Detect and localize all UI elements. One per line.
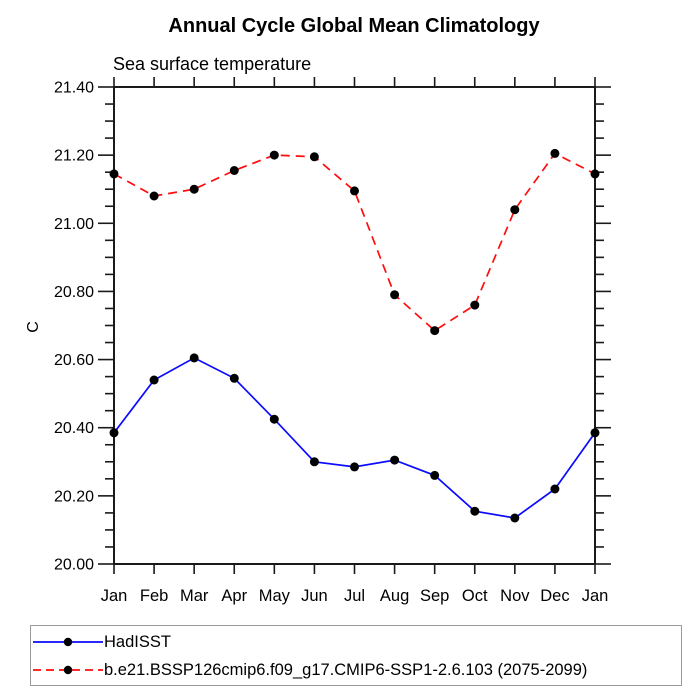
- data-point-marker: [109, 169, 119, 179]
- x-axis-ticks: Jan Feb Mar Apr May Jun Jul Aug Sep Oct Nov Dec Jan: [101, 77, 609, 605]
- legend-marker-dot: [63, 665, 73, 675]
- x-tick-label: Aug: [380, 587, 409, 605]
- y-tick-label: 20.40: [54, 420, 94, 437]
- x-tick-label: Dec: [540, 587, 569, 605]
- data-point-marker: [309, 152, 319, 162]
- x-tick-label: May: [259, 587, 291, 605]
- chart-title: Annual Cycle Global Mean Climatology: [168, 15, 540, 37]
- legend-box: HadISST b.e21.BSSP126cmip6.f09_g17.CMIP6-…: [30, 625, 682, 686]
- x-tick-label: Jan: [101, 587, 128, 605]
- data-point-marker: [430, 470, 440, 480]
- chart-subtitle: Sea surface temperature: [113, 54, 311, 74]
- y-tick-label: 20.80: [54, 284, 94, 301]
- y-tick-label: 21.40: [54, 80, 94, 97]
- data-point-marker: [590, 428, 600, 438]
- data-series: [109, 148, 600, 523]
- y-axis-label: C: [25, 321, 42, 333]
- data-point-marker: [350, 462, 359, 472]
- data-point-marker: [149, 191, 159, 201]
- x-tick-label: Feb: [140, 587, 168, 605]
- series-0: [109, 353, 600, 523]
- plot-frame: [113, 86, 596, 565]
- series-line-0: [113, 356, 596, 519]
- data-point-marker: [109, 428, 119, 438]
- x-tick-label: Jul: [344, 587, 365, 605]
- data-point-marker: [350, 186, 359, 196]
- data-point-marker: [229, 373, 239, 383]
- legend-item-1: b.e21.BSSP126cmip6.f09_g17.CMIP6-SSP1-2.…: [33, 656, 681, 684]
- data-point-marker: [430, 326, 440, 336]
- data-point-marker: [269, 414, 279, 424]
- data-point-marker: [510, 513, 520, 523]
- x-tick-label: Jan: [582, 587, 609, 605]
- y-tick-label: 20.60: [54, 352, 94, 369]
- y-tick-label: 21.00: [54, 216, 94, 233]
- legend-item-0: HadISST: [33, 628, 681, 656]
- x-tick-label: Oct: [462, 587, 488, 605]
- x-tick-label: Sep: [420, 587, 449, 605]
- data-point-marker: [390, 455, 400, 465]
- series-line-1: [113, 152, 596, 332]
- legend-marker-dot: [63, 637, 73, 647]
- y-tick-label: 20.00: [54, 557, 94, 574]
- data-point-marker: [229, 166, 239, 175]
- data-point-marker: [550, 484, 560, 494]
- legend-line-sample: [33, 665, 103, 675]
- legend-rows: HadISST b.e21.BSSP126cmip6.f09_g17.CMIP6-…: [33, 628, 681, 684]
- legend-line-sample: [33, 637, 103, 647]
- data-point-marker: [510, 205, 520, 215]
- data-point-marker: [189, 184, 199, 194]
- data-point-marker: [309, 457, 319, 467]
- legend-item-label: HadISST: [104, 632, 171, 651]
- annual-cycle-chart: Annual Cycle Global Mean Climatology Sea…: [25, 15, 611, 605]
- data-point-marker: [470, 300, 480, 310]
- x-tick-label: Mar: [180, 587, 209, 605]
- data-point-marker: [269, 150, 279, 160]
- axes: 20.00 20.20 20.40 20.60 20.80 21.00 21.20 21.40…: [54, 77, 611, 605]
- data-point-marker: [550, 148, 560, 158]
- legend-item-label: b.e21.BSSP126cmip6.f09_g17.CMIP6-SSP1-2.…: [104, 660, 588, 679]
- y-axis-ticks: 20.00 20.20 20.40 20.60 20.80 21.00 21.20 21.40: [54, 80, 611, 574]
- data-point-marker: [189, 353, 199, 363]
- x-tick-label: Apr: [221, 587, 247, 605]
- data-point-marker: [149, 375, 159, 385]
- data-point-marker: [390, 290, 400, 300]
- x-tick-label: Jun: [301, 587, 328, 605]
- y-tick-label: 20.20: [54, 488, 94, 505]
- series-1: [109, 148, 600, 336]
- x-tick-label: Nov: [500, 587, 530, 605]
- data-point-marker: [470, 506, 480, 516]
- data-point-marker: [590, 169, 600, 179]
- y-tick-label: 21.20: [54, 148, 94, 165]
